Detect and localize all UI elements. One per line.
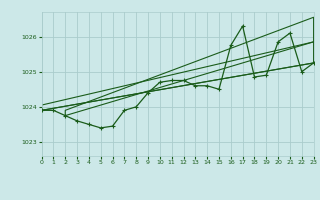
Text: Graphe pression niveau de la mer (hPa): Graphe pression niveau de la mer (hPa) <box>58 179 262 188</box>
